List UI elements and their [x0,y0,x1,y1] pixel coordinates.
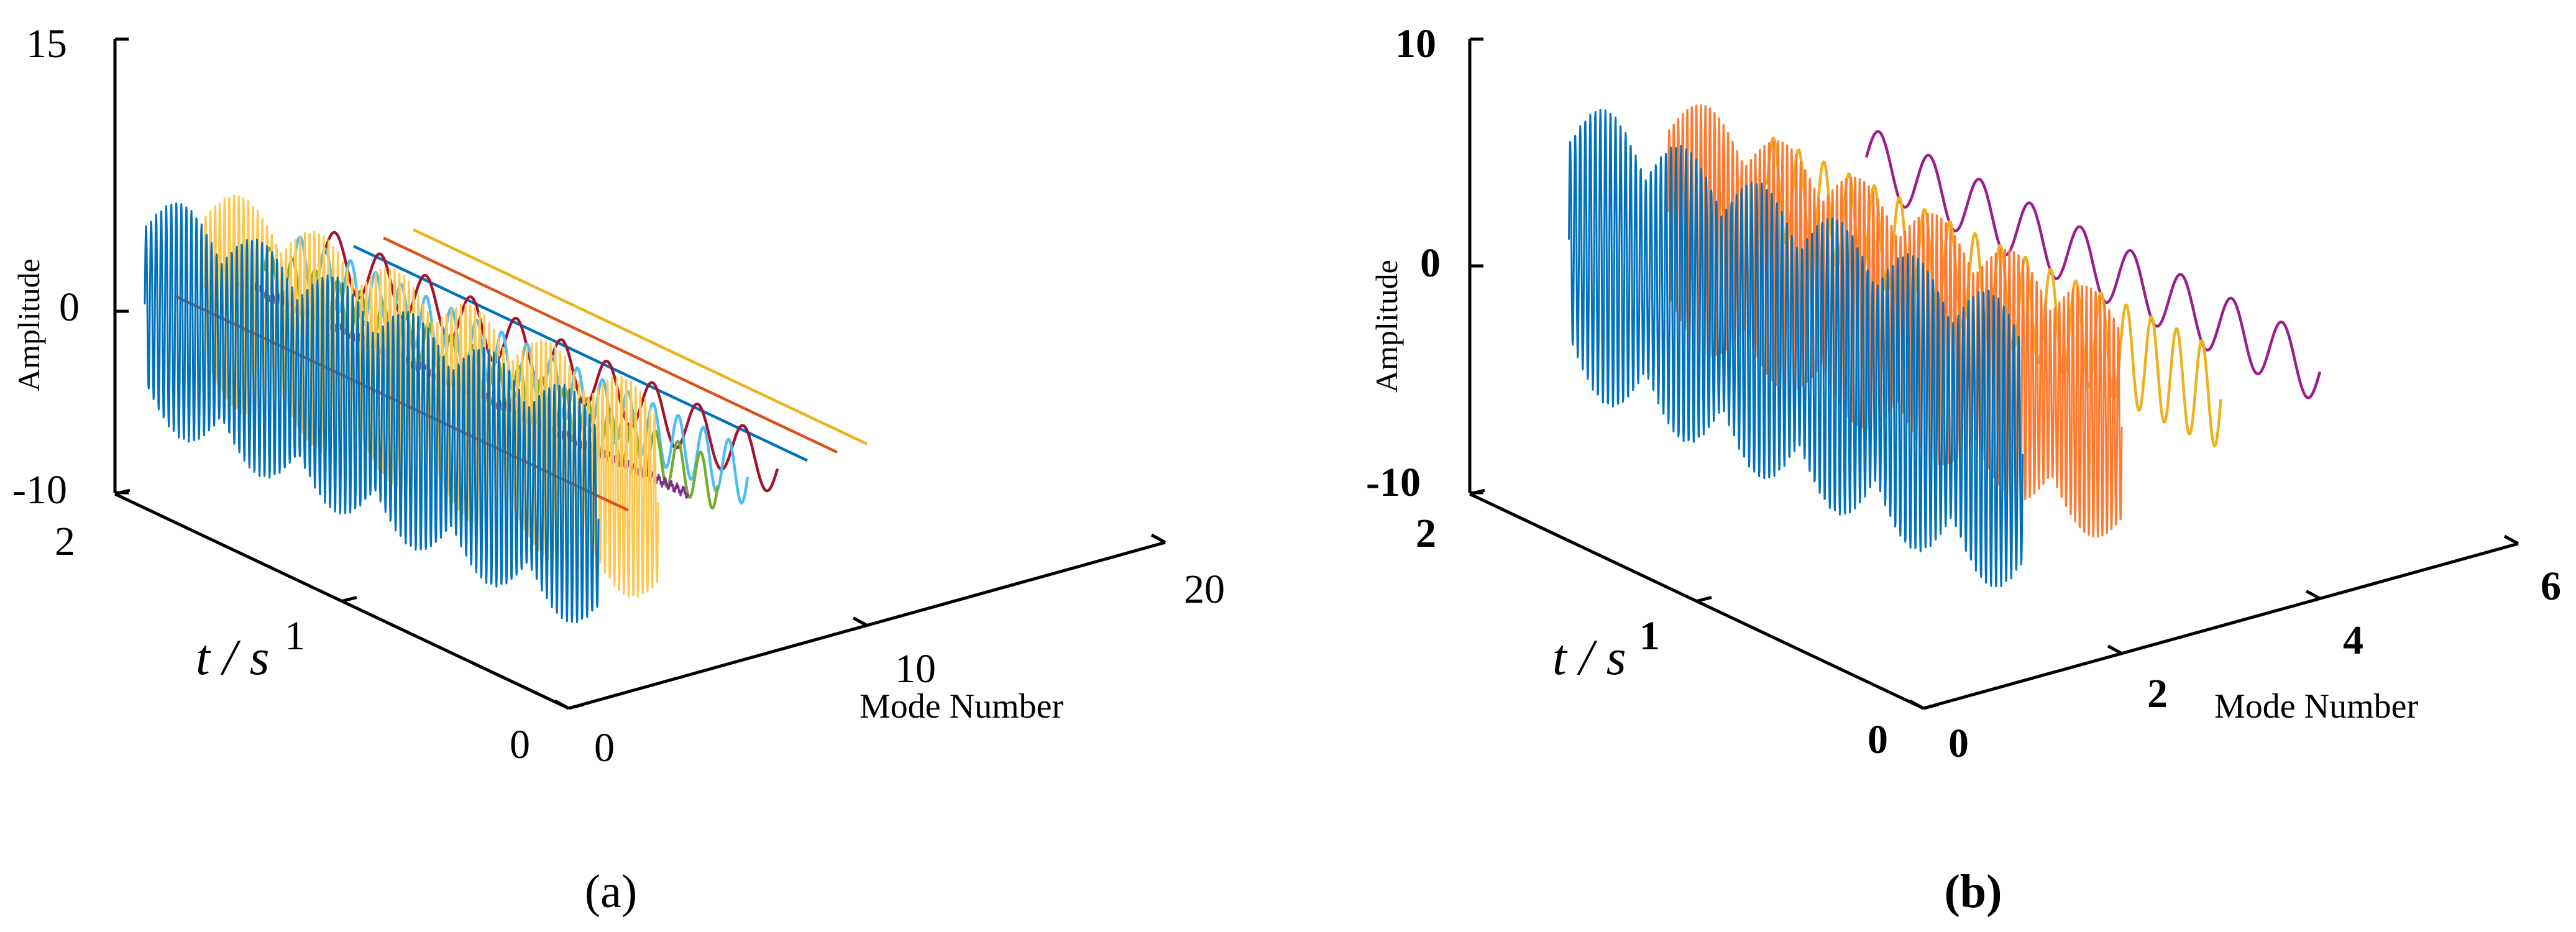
panel-a-z-tick-neg10: -10 [12,467,67,513]
b-mode-tick-mark [2305,590,2321,600]
panel-b-mode-tick-6: 6 [2541,564,2561,609]
panel-a: 15 0 -10 Amplitude 2 1 0 t / s 0 10 20 M… [11,21,1225,918]
panel-a-z-tick-15: 15 [26,21,67,66]
panel-b-t-axis-label: t / s [1552,629,1626,685]
panel-a-z-axis-label: Amplitude [11,258,46,391]
panel-b-t-tick-2: 2 [1416,511,1436,556]
a-t-tick-mark [341,596,357,603]
panel-b-z-tick-10: 10 [1395,21,1436,66]
b-series-mode-4 [1864,130,2322,400]
panel-a-mode-tick-20: 20 [1184,567,1225,612]
panel-a-series [144,194,868,623]
panel-b-z-axis-label: Amplitude [1369,260,1404,393]
panel-a-caption: (a) [585,866,637,918]
a-t-tick-mark [114,488,131,496]
a-series-mode-10 [413,228,868,445]
panel-a-z-tick-0: 0 [59,285,80,330]
a-mode-tick-mark [554,699,570,710]
a-series-mode-9 [383,236,838,454]
panel-b-series [1568,104,2322,587]
panel-b-mode-tick-4: 4 [2343,618,2363,663]
panel-a-axes [113,37,1167,710]
panel-a-t-tick-2: 2 [55,519,75,564]
a-series-mode-1 [144,202,600,623]
a-series-mode-3 [203,194,659,598]
panel-b-z-tick-0: 0 [1420,240,1441,286]
panel-b-t-tick-0: 0 [1868,717,1888,762]
a-mode-tick-mark [1150,533,1167,544]
a-mode-tick-mark [852,616,868,627]
panel-b-z-tick-neg10: -10 [1366,460,1421,505]
panel-a-t-tick-1: 1 [285,613,305,659]
b-t-tick-mark [1923,703,1939,710]
panel-b: 10 0 -10 Amplitude 2 1 0 t / s 0 2 4 6 M… [1366,21,2561,918]
b-mode-axis-line [1923,542,2519,710]
panel-a-t-tick-0: 0 [510,722,530,767]
b-series-mode-1 [1568,109,2024,587]
b-mode-tick-mark [2503,534,2519,546]
b-mode-tick-mark [2107,644,2123,655]
a-t-tick-mark [568,703,584,710]
b-mode-tick-mark [1909,699,1925,710]
panel-b-caption: (b) [1945,866,2002,918]
panel-b-mode-tick-2: 2 [2147,671,2168,716]
panel-b-axes [1468,37,2519,710]
panel-b-t-tick-1: 1 [1639,613,1660,659]
b-t-tick-mark [1696,596,1712,603]
panel-a-mode-tick-10: 10 [895,646,936,692]
panel-a-t-axis-label: t / s [196,629,269,685]
panel-a-mode-axis-label: Mode Number [859,687,1064,726]
panel-a-mode-tick-0: 0 [594,725,615,770]
panel-b-mode-axis-label: Mode Number [2214,687,2419,726]
panel-b-mode-tick-0: 0 [1948,721,1969,766]
b-t-tick-mark [1469,488,1485,496]
